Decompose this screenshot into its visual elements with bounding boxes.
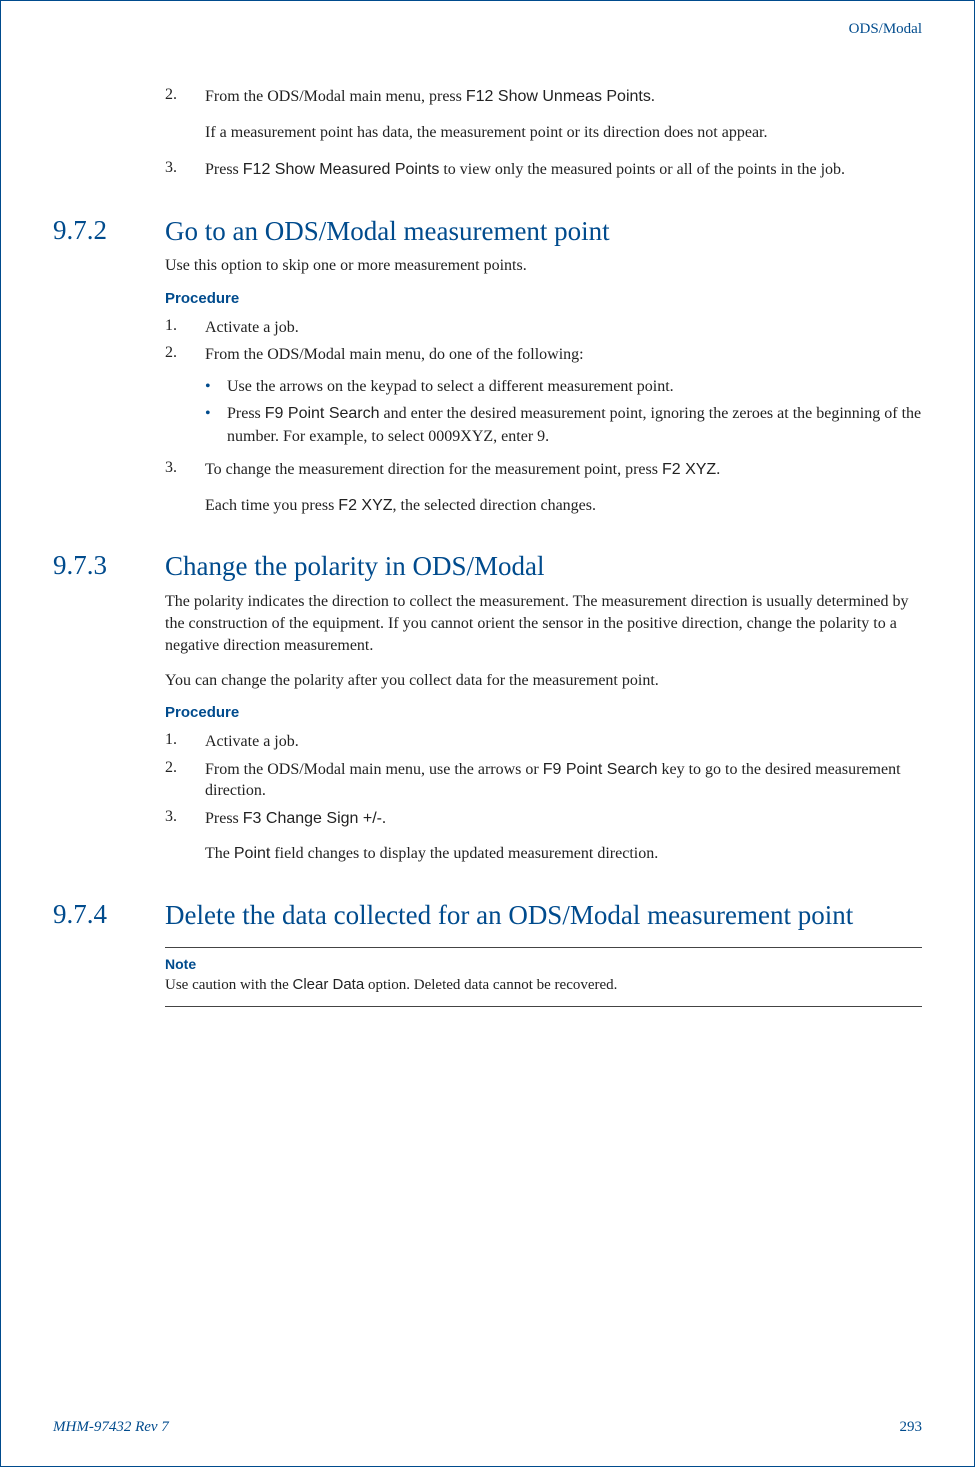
section-title: Go to an ODS/Modal measurement point: [165, 215, 922, 247]
page-header: ODS/Modal: [849, 21, 922, 38]
text: The: [205, 845, 234, 862]
key-label: F9 Point Search: [265, 405, 380, 422]
text: Each time you press: [205, 497, 338, 514]
bullet-icon: •: [205, 403, 227, 448]
bullet-item: • Press F9 Point Search and enter the de…: [205, 403, 922, 448]
step-2: 2. From the ODS/Modal main menu, use the…: [165, 759, 922, 802]
step-body: Activate a job.: [205, 317, 922, 339]
step-body: From the ODS/Modal main menu, press F12 …: [205, 86, 922, 143]
bullet-text: Press F9 Point Search and enter the desi…: [227, 403, 922, 448]
text: .: [651, 88, 655, 105]
step-body: Press F12 Show Measured Points to view o…: [205, 159, 922, 181]
procedure-label: Procedure: [165, 290, 922, 307]
section-number: 9.7.3: [53, 550, 165, 582]
step-body: Press F3 Change Sign +/-. The Point fiel…: [205, 808, 922, 865]
text: From the ODS/Modal main menu, press: [205, 88, 466, 105]
key-label: Clear Data: [292, 976, 364, 993]
text: Use caution with the: [165, 977, 292, 993]
section-title: Delete the data collected for an ODS/Mod…: [165, 899, 922, 931]
step-number: 2.: [165, 344, 205, 453]
step-number: 1.: [165, 731, 205, 753]
key-label: F12 Show Unmeas Points: [466, 88, 651, 105]
footer-doc-id: MHM-97432 Rev 7: [53, 1419, 169, 1436]
page-content: 2. From the ODS/Modal main menu, press F…: [53, 86, 922, 1007]
text: Press: [205, 161, 243, 178]
text: field changes to display the updated mea…: [270, 845, 658, 862]
text: From the ODS/Modal main menu, do one of …: [205, 346, 584, 363]
text: Press: [205, 810, 243, 827]
step-number: 3.: [165, 159, 205, 181]
section-intro: The polarity indicates the direction to …: [165, 591, 922, 658]
section-title: Change the polarity in ODS/Modal: [165, 550, 922, 582]
bullet-list: • Use the arrows on the keypad to select…: [205, 376, 922, 448]
key-label: F3 Change Sign +/-: [243, 810, 382, 827]
step-3: 3. Press F3 Change Sign +/-. The Point f…: [165, 808, 922, 865]
section-number: 9.7.4: [53, 899, 165, 931]
step-number: 1.: [165, 317, 205, 339]
step-para: If a measurement point has data, the mea…: [205, 122, 922, 144]
text: to view only the measured points or all …: [439, 161, 845, 178]
bullet-text: Use the arrows on the keypad to select a…: [227, 376, 922, 398]
text: .: [716, 461, 720, 478]
bullet-icon: •: [205, 376, 227, 398]
step-body: From the ODS/Modal main menu, use the ar…: [205, 759, 922, 802]
step-body: To change the measurement direction for …: [205, 459, 922, 516]
step-number: 3.: [165, 459, 205, 516]
footer-page-number: 293: [900, 1419, 923, 1436]
step-number: 3.: [165, 808, 205, 865]
bullet-item: • Use the arrows on the keypad to select…: [205, 376, 922, 398]
section-intro: You can change the polarity after you co…: [165, 670, 922, 692]
section-number: 9.7.2: [53, 215, 165, 247]
text: Press: [227, 405, 265, 422]
section-heading-972: 9.7.2 Go to an ODS/Modal measurement poi…: [53, 215, 922, 247]
note-text: Use caution with the Clear Data option. …: [165, 974, 922, 996]
key-label: F2 XYZ: [662, 461, 716, 478]
step-2: 2. From the ODS/Modal main menu, press F…: [165, 86, 922, 143]
step-number: 2.: [165, 759, 205, 802]
step-3: 3. Press F12 Show Measured Points to vie…: [165, 159, 922, 181]
step-para: Each time you press F2 XYZ, the selected…: [205, 495, 922, 517]
step-body: From the ODS/Modal main menu, do one of …: [205, 344, 922, 453]
step-3: 3. To change the measurement direction f…: [165, 459, 922, 516]
section-heading-973: 9.7.3 Change the polarity in ODS/Modal: [53, 550, 922, 582]
section-intro: Use this option to skip one or more meas…: [165, 255, 922, 277]
text: .: [382, 810, 386, 827]
step-1: 1. Activate a job.: [165, 317, 922, 339]
section-heading-974: 9.7.4 Delete the data collected for an O…: [53, 899, 922, 931]
text: To change the measurement direction for …: [205, 461, 662, 478]
key-label: F2 XYZ: [338, 497, 392, 514]
text: option. Deleted data cannot be recovered…: [364, 977, 617, 993]
note-label: Note: [165, 956, 922, 972]
step-2: 2. From the ODS/Modal main menu, do one …: [165, 344, 922, 453]
text: , the selected direction changes.: [393, 497, 596, 514]
note-block: Note Use caution with the Clear Data opt…: [165, 947, 922, 1007]
text: From the ODS/Modal main menu, use the ar…: [205, 761, 543, 778]
key-label: F12 Show Measured Points: [243, 161, 440, 178]
step-1: 1. Activate a job.: [165, 731, 922, 753]
step-para: The Point field changes to display the u…: [205, 843, 922, 865]
procedure-label: Procedure: [165, 704, 922, 721]
step-number: 2.: [165, 86, 205, 143]
step-body: Activate a job.: [205, 731, 922, 753]
key-label: F9 Point Search: [543, 761, 658, 778]
key-label: Point: [234, 845, 270, 862]
